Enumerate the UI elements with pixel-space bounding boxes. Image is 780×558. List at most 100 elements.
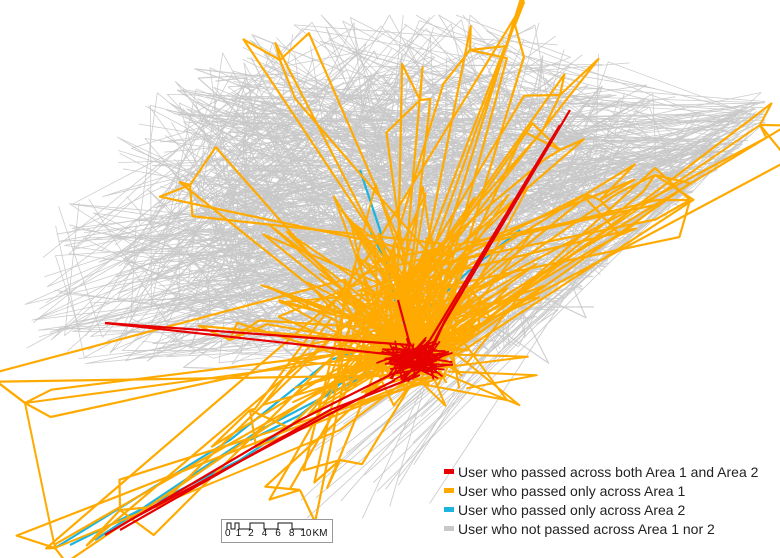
trajectory-line — [329, 121, 355, 183]
trajectory-line — [236, 48, 393, 299]
legend-label: User who not passed across Area 1 nor 2 — [458, 520, 715, 537]
trajectory-line — [518, 55, 544, 150]
trajectory-line — [439, 124, 761, 346]
scale-tick: 6 — [275, 528, 281, 539]
trajectory-line — [214, 222, 280, 337]
scale-tick: 2 — [248, 528, 254, 539]
trajectory-line — [333, 205, 652, 475]
trajectory-line — [228, 99, 318, 142]
trajectory-line — [129, 379, 396, 521]
trajectory-line — [126, 111, 354, 306]
trajectory-line — [392, 149, 731, 433]
trajectory-line — [390, 53, 403, 140]
trajectory-line — [411, 352, 441, 369]
trajectory-line — [251, 34, 345, 101]
trajectory-line — [229, 99, 315, 164]
trajectory-line — [250, 57, 290, 132]
trajectory-line — [392, 360, 421, 365]
trajectory-line — [107, 281, 278, 342]
trajectory-line — [241, 101, 294, 197]
legend-swatch-gray — [444, 526, 454, 531]
trajectory-line — [429, 240, 603, 504]
legend-item-area1-only: User who passed only across Area 1 — [444, 481, 774, 500]
trajectory-line — [265, 167, 322, 224]
trajectory-line — [384, 296, 521, 407]
legend-label: User who passed only across Area 1 — [458, 482, 686, 499]
trajectory-line — [258, 175, 370, 201]
trajectory-line — [173, 185, 228, 216]
trajectory-line — [194, 68, 275, 92]
trajectories-both-areas — [104, 109, 571, 536]
trajectory-line — [298, 154, 376, 203]
trajectory-line — [315, 141, 742, 499]
trajectory-line — [301, 84, 648, 204]
trajectory-line — [552, 143, 596, 220]
trajectory-line — [389, 355, 415, 379]
trajectory-line — [421, 106, 452, 133]
trajectory-line — [373, 105, 469, 165]
trajectory-line — [413, 70, 499, 142]
trajectory-line — [512, 174, 566, 234]
legend-item-both-areas: User who passed across both Area 1 and A… — [444, 462, 774, 481]
trajectory-line — [215, 76, 248, 126]
trajectory-line — [396, 299, 412, 346]
trajectory-line — [205, 77, 247, 168]
trajectory-line — [178, 112, 269, 204]
trajectory-line — [219, 96, 321, 144]
trajectory-line — [264, 118, 315, 205]
trajectory-line — [451, 107, 588, 140]
trajectory-line — [447, 370, 538, 390]
trajectory-line — [190, 14, 572, 268]
trajectory-line — [361, 358, 436, 519]
trajectory-line — [340, 56, 435, 145]
trajectory-line — [307, 281, 429, 346]
legend-swatch-orange — [444, 488, 454, 493]
trajectory-line — [55, 45, 348, 359]
trajectory-line — [304, 82, 349, 148]
scale-bar-graphic — [226, 522, 304, 530]
trajectory-line — [329, 116, 379, 171]
trajectory-line — [373, 180, 687, 483]
trajectory-line — [234, 170, 349, 245]
trajectory-line — [406, 42, 588, 209]
scale-tick: 4 — [261, 528, 268, 539]
legend-item-area2-only: User who passed only across Area 2 — [444, 500, 774, 519]
trajectory-line — [352, 175, 408, 205]
trajectory-line — [100, 44, 343, 252]
trajectory-line — [119, 373, 421, 531]
trajectory-line — [170, 180, 688, 239]
trajectory-line — [70, 49, 368, 315]
trajectory-line — [259, 245, 370, 296]
trajectory-line — [335, 298, 447, 407]
scale-tick: 1 — [235, 528, 242, 539]
trajectory-line — [382, 246, 406, 378]
trajectory-line — [187, 307, 267, 330]
scale-tick: 0 — [225, 528, 231, 539]
scale-tick: 10 — [300, 528, 312, 539]
trajectory-line — [64, 174, 631, 287]
trajectory-line — [354, 134, 447, 192]
trajectory-line — [508, 123, 585, 150]
trajectory-line — [85, 70, 680, 337]
trajectory-line — [191, 28, 351, 115]
trajectory-line — [410, 356, 422, 361]
trajectory-line — [24, 369, 421, 549]
trajectory-line — [363, 84, 766, 240]
trajectory-line — [286, 308, 461, 377]
trajectory-line — [353, 236, 455, 388]
trajectory-line — [236, 149, 325, 182]
trajectory-line — [333, 195, 448, 384]
trajectory-line — [104, 321, 411, 347]
trajectory-line — [176, 89, 268, 143]
trajectory-line — [190, 232, 274, 285]
trajectory-line — [190, 294, 295, 328]
trajectory-line — [393, 14, 404, 92]
trajectory-line — [222, 269, 319, 310]
trajectory-line — [214, 181, 241, 239]
trajectory-line — [104, 369, 401, 536]
trajectory-line — [468, 177, 500, 290]
map-legend: User who passed across both Area 1 and A… — [444, 462, 774, 538]
